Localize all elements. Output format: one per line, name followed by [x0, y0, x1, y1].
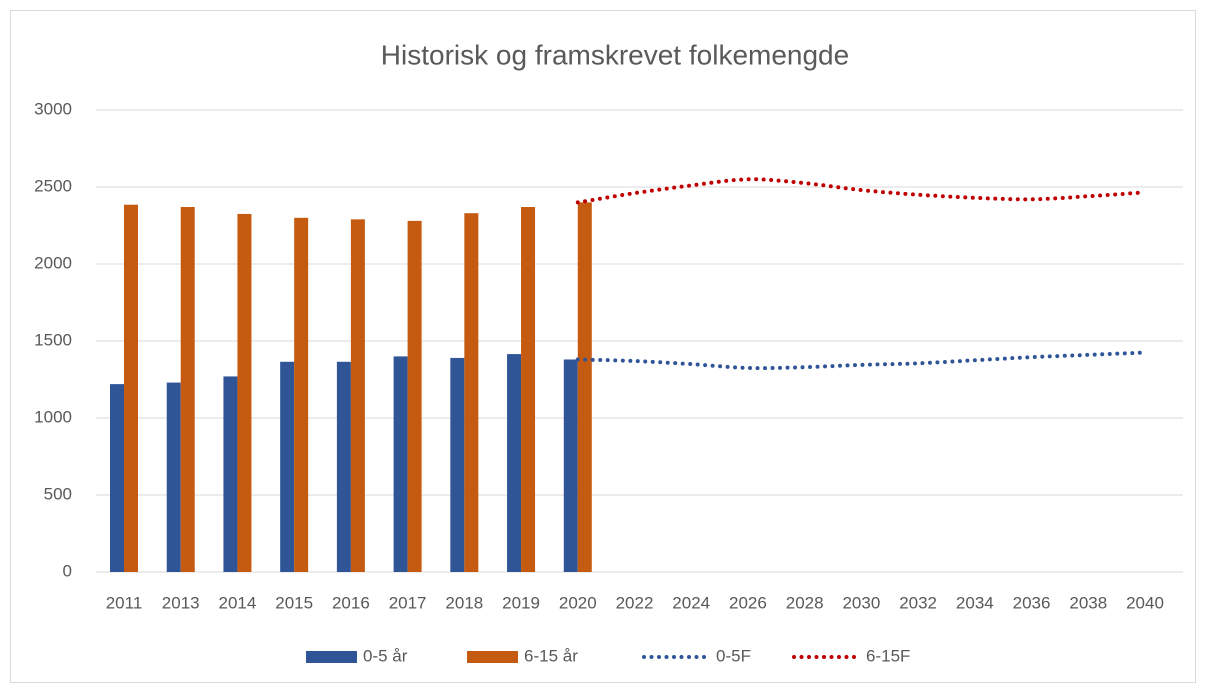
bar — [294, 217, 309, 573]
bar — [166, 382, 181, 572]
y-tick-label: 0 — [63, 561, 72, 580]
bar — [180, 207, 195, 572]
x-tick-label: 2026 — [729, 593, 767, 612]
legend-swatch — [306, 651, 357, 663]
bar — [521, 207, 536, 572]
legend-label: 0-5F — [716, 646, 751, 665]
y-tick-label: 2500 — [34, 176, 72, 195]
bar — [563, 359, 578, 572]
bar — [393, 356, 408, 572]
x-tick-label: 2020 — [559, 593, 597, 612]
y-tick-label: 500 — [44, 484, 72, 503]
x-tick-label: 2028 — [786, 593, 824, 612]
x-tick-label: 2019 — [502, 593, 540, 612]
line — [575, 177, 1147, 205]
y-tick-label: 3000 — [34, 99, 72, 118]
bar — [450, 357, 465, 572]
y-tick-label: 1500 — [34, 330, 72, 349]
x-tick-label: 2018 — [445, 593, 483, 612]
bar — [237, 213, 252, 572]
bar — [223, 376, 238, 572]
line — [575, 350, 1147, 371]
x-tick-label: 2040 — [1126, 593, 1164, 612]
x-tick-label: 2024 — [672, 593, 710, 612]
bar — [110, 384, 124, 572]
bar — [577, 202, 592, 572]
legend-label: 6-15F — [866, 646, 910, 665]
x-tick-label: 2014 — [219, 593, 257, 612]
x-tick-label: 2038 — [1069, 593, 1107, 612]
x-tick-label: 2032 — [899, 593, 937, 612]
chart-title: Historisk og framskrevet folkemengde — [381, 39, 849, 70]
x-tick-label: 2011 — [106, 593, 143, 612]
chart-frame — [10, 10, 1196, 683]
bar — [350, 219, 365, 572]
y-tick-label: 2000 — [34, 253, 72, 272]
x-tick-label: 2022 — [616, 593, 654, 612]
bar — [407, 220, 422, 572]
x-tick-label: 2013 — [162, 593, 200, 612]
legend-label: 0-5 år — [363, 646, 408, 665]
x-tick-label: 2015 — [275, 593, 313, 612]
legend-label: 6-15 år — [524, 646, 578, 665]
legend-swatch — [467, 651, 518, 663]
x-tick-label: 2036 — [1013, 593, 1051, 612]
bar — [464, 213, 479, 572]
x-tick-label: 2016 — [332, 593, 370, 612]
bar — [280, 361, 295, 572]
bar — [336, 361, 351, 572]
x-tick-label: 2017 — [389, 593, 427, 612]
y-tick-label: 1000 — [34, 407, 72, 426]
bar — [507, 354, 522, 572]
x-tick-label: 2030 — [842, 593, 880, 612]
x-tick-label: 2034 — [956, 593, 994, 612]
bar — [124, 204, 138, 572]
